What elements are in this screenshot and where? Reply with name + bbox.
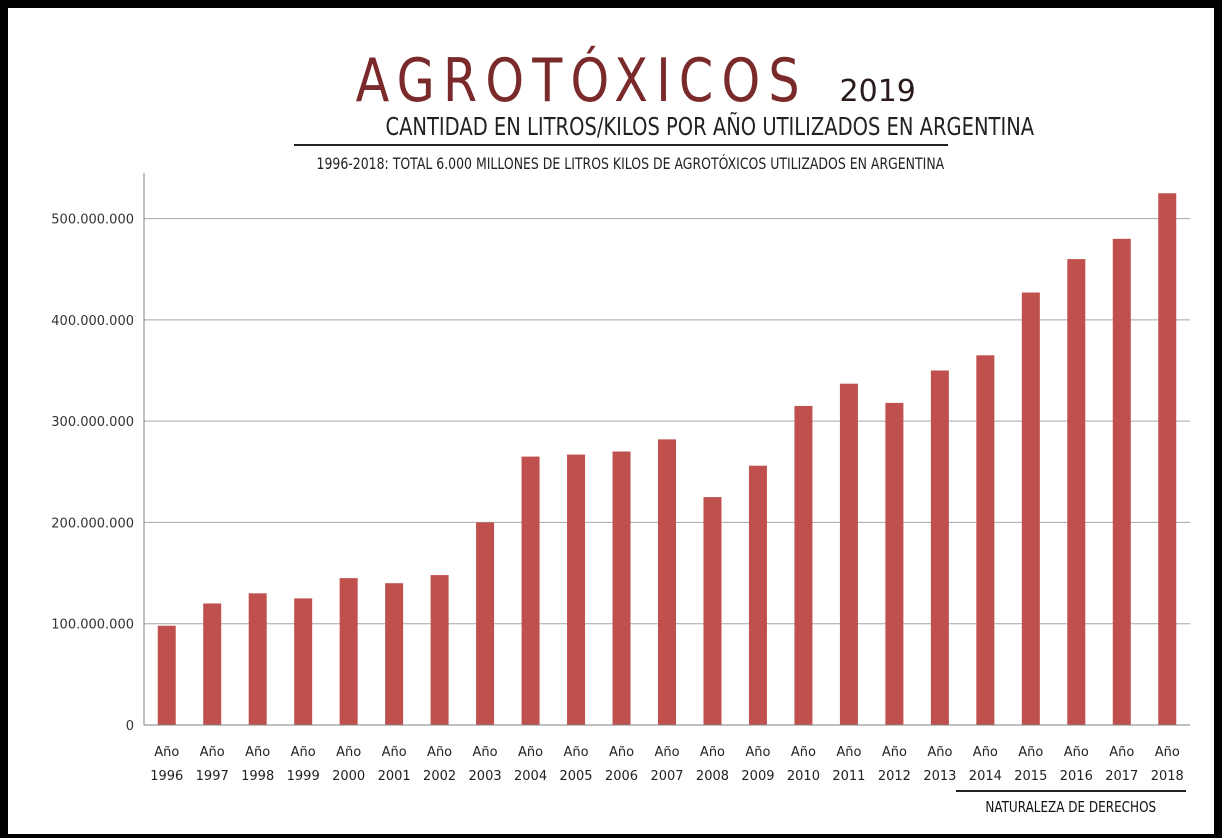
credit-signature: NATURALEZA DE DERECHOS bbox=[956, 790, 1186, 816]
x-tick-label-year: 2012 bbox=[878, 769, 911, 784]
bar bbox=[430, 575, 449, 725]
bar bbox=[1158, 193, 1177, 725]
x-tick-label-top: Año bbox=[518, 745, 543, 760]
x-tick-label-year: 2014 bbox=[969, 769, 1002, 784]
x-tick-label-top: Año bbox=[473, 745, 498, 760]
bar bbox=[658, 439, 676, 725]
x-tick-label-top: Año bbox=[336, 745, 361, 760]
x-tick-label-year: 2017 bbox=[1105, 769, 1138, 784]
chart-subtitle-text: CANTIDAD EN LITROS/KILOS POR AÑO UTILIZA… bbox=[385, 112, 1035, 141]
x-tick-label-top: Año bbox=[836, 745, 861, 760]
x-tick-label-top: Año bbox=[382, 745, 407, 760]
bar bbox=[1067, 259, 1086, 725]
x-tick-label-year: 2010 bbox=[787, 769, 820, 784]
x-tick-label-top: Año bbox=[1018, 745, 1043, 760]
x-tick-label-year: 2016 bbox=[1060, 769, 1093, 784]
x-tick-label-year: 2011 bbox=[832, 769, 865, 784]
chart-subtitle: CANTIDAD EN LITROS/KILOS POR AÑO UTILIZA… bbox=[294, 112, 1034, 146]
x-tick-label-year: 2015 bbox=[1014, 769, 1047, 784]
x-tick-label-top: Año bbox=[563, 745, 588, 760]
y-tick-label: 0 bbox=[126, 719, 134, 734]
y-tick-label: 500.000.000 bbox=[51, 213, 134, 228]
bar bbox=[521, 456, 540, 725]
bar bbox=[248, 593, 267, 725]
x-tick-label-top: Año bbox=[427, 745, 452, 760]
x-tick-label-top: Año bbox=[882, 745, 907, 760]
x-tick-label-year: 2005 bbox=[559, 769, 592, 784]
x-axis-labels: Año 1996 Año 1997 Año 1998 Año 1999 Año 2000 Año 20… bbox=[150, 745, 1184, 784]
x-tick-label-year: 2009 bbox=[741, 769, 774, 784]
bar bbox=[385, 583, 404, 725]
y-tick-label: 300.000.000 bbox=[51, 415, 134, 430]
bar bbox=[703, 497, 722, 725]
y-tick-label: 100.000.000 bbox=[51, 618, 134, 633]
x-tick-label-year: 2000 bbox=[332, 769, 365, 784]
bar bbox=[157, 625, 176, 725]
x-tick-label-top: Año bbox=[1155, 745, 1180, 760]
bar bbox=[339, 578, 358, 725]
x-tick-label-top: Año bbox=[700, 745, 725, 760]
x-tick-label-year: 2002 bbox=[423, 769, 456, 784]
bar bbox=[567, 454, 586, 725]
x-tick-label-year: 2004 bbox=[514, 769, 547, 784]
bar bbox=[794, 405, 813, 725]
bar bbox=[930, 370, 949, 725]
bars bbox=[157, 193, 1177, 725]
x-tick-label-year: 1997 bbox=[196, 769, 229, 784]
bar bbox=[748, 465, 767, 725]
bar bbox=[612, 451, 631, 725]
y-tick-label: 200.000.000 bbox=[51, 516, 134, 531]
y-tick-label: 400.000.000 bbox=[51, 314, 134, 329]
bar bbox=[976, 355, 995, 725]
x-tick-label-year: 2007 bbox=[650, 769, 683, 784]
bar bbox=[1112, 238, 1131, 725]
y-axis-ticks: 0 100.000.000 200.000.000 300.000.000 400.00… bbox=[51, 213, 134, 734]
x-tick-label-top: Año bbox=[245, 745, 270, 760]
x-tick-label-top: Año bbox=[1064, 745, 1089, 760]
x-tick-label-year: 2006 bbox=[605, 769, 638, 784]
x-tick-label-top: Año bbox=[200, 745, 225, 760]
chart-frame: AGROTÓXICOS 2019 CANTIDAD EN LITROS/KILOS… bbox=[8, 8, 1214, 834]
x-tick-label-top: Año bbox=[291, 745, 316, 760]
bar bbox=[476, 522, 495, 725]
chart-title: AGROTÓXICOS 2019 bbox=[8, 46, 1214, 116]
x-tick-label-year: 1999 bbox=[287, 769, 320, 784]
bar bbox=[1021, 292, 1040, 725]
x-tick-label-year: 2008 bbox=[696, 769, 729, 784]
bar bbox=[885, 402, 904, 725]
x-tick-label-top: Año bbox=[927, 745, 952, 760]
x-tick-label-top: Año bbox=[745, 745, 770, 760]
x-tick-label-year: 2013 bbox=[923, 769, 956, 784]
x-tick-label-year: 2001 bbox=[378, 769, 411, 784]
chart-title-main: AGROTÓXICOS bbox=[355, 46, 808, 116]
x-tick-label-top: Año bbox=[609, 745, 634, 760]
bar bbox=[839, 383, 858, 725]
x-tick-label-top: Año bbox=[973, 745, 998, 760]
bar bbox=[294, 598, 313, 725]
chart-title-year: 2019 bbox=[839, 74, 916, 109]
x-tick-label-year: 1996 bbox=[150, 769, 183, 784]
chart-annotation-text: 1996-2018: TOTAL 6.000 MILLONES DE LITRO… bbox=[316, 154, 945, 173]
x-tick-label-year: 2018 bbox=[1151, 769, 1184, 784]
x-tick-label-year: 2003 bbox=[469, 769, 502, 784]
x-tick-label-year: 1998 bbox=[241, 769, 274, 784]
credit-text: NATURALEZA DE DERECHOS bbox=[985, 798, 1157, 816]
x-tick-label-top: Año bbox=[791, 745, 816, 760]
x-tick-label-top: Año bbox=[1109, 745, 1134, 760]
chart-annotation: 1996-2018: TOTAL 6.000 MILLONES DE LITRO… bbox=[228, 154, 1008, 173]
bar-chart: 0 100.000.000 200.000.000 300.000.000 400.00… bbox=[51, 173, 1190, 784]
x-tick-label-top: Año bbox=[154, 745, 179, 760]
x-tick-label-top: Año bbox=[654, 745, 679, 760]
bar bbox=[203, 603, 222, 725]
